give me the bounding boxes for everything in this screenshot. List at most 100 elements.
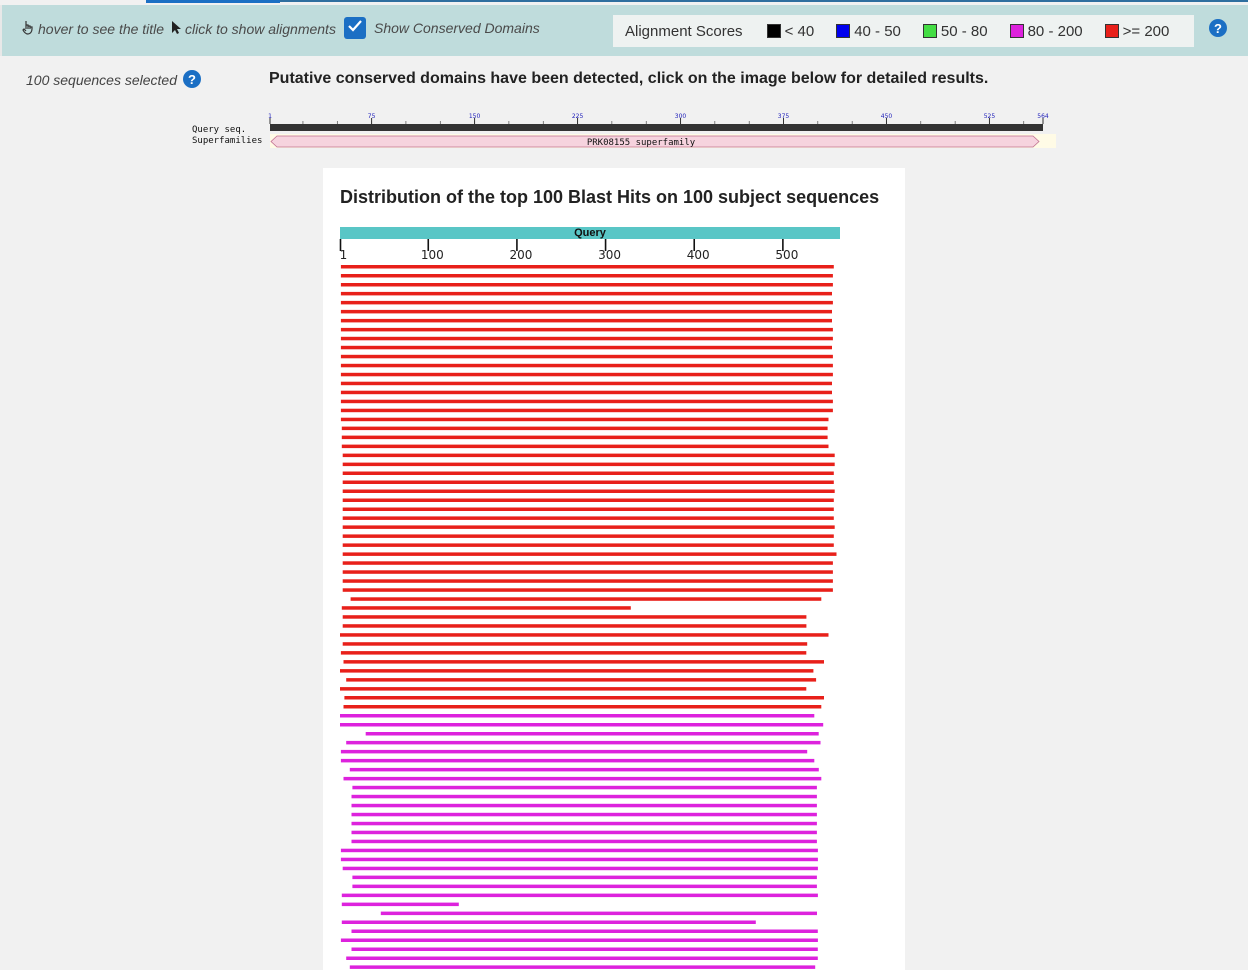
hit-bar[interactable]	[340, 758, 815, 763]
show-cdd-label[interactable]: Show Conserved Domains	[374, 20, 540, 36]
hit-bar[interactable]	[351, 821, 817, 826]
selected-count: 100 sequences selected	[26, 72, 177, 88]
hit-bar[interactable]	[352, 785, 817, 790]
hit-bar[interactable]	[340, 848, 818, 853]
hit-bar[interactable]	[342, 642, 808, 646]
hit-bar[interactable]	[340, 651, 807, 655]
hit-bar[interactable]	[365, 732, 819, 736]
hit-bar[interactable]	[342, 534, 834, 538]
hit-bar[interactable]	[342, 543, 834, 547]
cdd-ruler: 1 75 150 225 300 375 450 525 564	[268, 113, 1049, 124]
hit-bar[interactable]	[340, 687, 807, 691]
hit-bar[interactable]	[340, 372, 833, 377]
hit-bar[interactable]	[340, 399, 833, 404]
hit-bar[interactable]	[349, 767, 819, 772]
hit-bar[interactable]	[342, 624, 807, 628]
hit-bar[interactable]	[342, 866, 818, 871]
blast-hits-graphic-panel: Distribution of the top 100 Blast Hits o…	[323, 168, 905, 970]
hit-bar[interactable]	[340, 938, 818, 943]
axis-tick-label: 100	[421, 248, 444, 262]
hit-bar[interactable]	[342, 516, 834, 520]
hit-bar[interactable]	[340, 354, 833, 359]
legend-help-icon[interactable]: ?	[1209, 19, 1227, 37]
hit-bar[interactable]	[340, 669, 814, 673]
hit-bar[interactable]	[342, 462, 835, 467]
axis-tick-label: 300	[598, 248, 621, 262]
hit-bar[interactable]	[341, 606, 631, 610]
hit-bar[interactable]	[351, 839, 817, 844]
hit-bar[interactable]	[342, 588, 833, 592]
cdd-query-bar	[270, 124, 1043, 131]
hit-bar[interactable]	[341, 426, 828, 431]
cdd-ruler-tick-label: 525	[984, 113, 996, 120]
selection-help-icon[interactable]: ?	[183, 70, 201, 88]
hit-bar[interactable]	[342, 471, 834, 476]
hit-bar[interactable]	[351, 794, 817, 799]
hit-bar[interactable]	[340, 381, 832, 386]
hit-bar[interactable]	[342, 615, 807, 619]
hit-bar[interactable]	[340, 291, 832, 296]
hit-bar[interactable]	[340, 327, 833, 332]
show-cdd-checkbox[interactable]	[344, 17, 366, 39]
hit-bar[interactable]	[342, 561, 833, 565]
hit-bar[interactable]	[342, 498, 834, 503]
cdd-message: Putative conserved domains have been det…	[269, 70, 989, 87]
hit-bar[interactable]	[342, 507, 834, 512]
cdd-superfamilies-label: Superfamilies	[192, 136, 262, 146]
hit-bar[interactable]	[351, 812, 817, 817]
hit-bar[interactable]	[340, 345, 832, 350]
hit-bar[interactable]	[352, 884, 817, 889]
hit-bar[interactable]	[351, 929, 818, 934]
hit-bar[interactable]	[340, 363, 833, 368]
hit-bar[interactable]	[346, 678, 817, 682]
cdd-domain-graphic[interactable]: Query seq. Superfamilies 1 75 150 225 300 375…	[190, 112, 1060, 152]
hit-bar[interactable]	[380, 911, 817, 916]
hit-bar[interactable]	[352, 875, 817, 880]
hit-bar[interactable]	[342, 525, 835, 529]
hit-bar[interactable]	[342, 489, 835, 494]
hit-bar[interactable]	[342, 480, 834, 485]
hit-bar[interactable]	[340, 714, 815, 718]
legend-swatch	[1104, 24, 1119, 38]
check-icon	[348, 19, 362, 37]
hit-bar[interactable]	[341, 902, 459, 907]
graphic-title: Distribution of the top 100 Blast Hits o…	[340, 187, 880, 207]
hit-bar[interactable]	[340, 336, 833, 341]
click-hint: click to show alignments	[171, 20, 336, 38]
cdd-domain-prk08155[interactable]	[270, 135, 1040, 148]
hit-bar[interactable]	[340, 274, 833, 278]
hit-bar[interactable]	[350, 597, 822, 601]
hit-bar[interactable]	[351, 803, 817, 808]
hit-bar[interactable]	[340, 857, 818, 862]
hit-bar[interactable]	[340, 309, 832, 314]
hit-bar[interactable]	[343, 660, 825, 664]
hit-bar[interactable]	[346, 956, 818, 961]
hit-bar[interactable]	[340, 633, 829, 637]
hit-bar[interactable]	[346, 740, 821, 745]
hit-bar[interactable]	[349, 965, 816, 969]
hit-bar[interactable]	[340, 300, 833, 305]
hit-bar[interactable]	[342, 453, 835, 458]
hit-bar[interactable]	[341, 893, 818, 898]
hit-bar[interactable]	[340, 318, 832, 323]
hit-bar[interactable]	[340, 390, 832, 395]
hit-bar[interactable]	[351, 830, 817, 835]
hit-bar[interactable]	[341, 444, 829, 449]
hit-bar[interactable]	[342, 579, 833, 583]
hit-bar[interactable]	[341, 920, 756, 925]
hit-bar[interactable]	[342, 552, 837, 556]
hit-bar[interactable]	[341, 435, 828, 440]
hit-bar[interactable]	[340, 265, 834, 269]
legend-item-80-200: 80 - 200	[1009, 23, 1083, 40]
hit-bar[interactable]	[340, 417, 829, 422]
hit-bar[interactable]	[340, 723, 824, 727]
hit-bar[interactable]	[343, 776, 822, 781]
hit-bar[interactable]	[343, 705, 822, 709]
hit-bar[interactable]	[351, 947, 818, 952]
hit-bar[interactable]	[342, 570, 833, 574]
hit-bar[interactable]	[340, 283, 833, 287]
hit-bar[interactable]	[340, 749, 808, 754]
cdd-domain-label: PRK08155 superfamily	[587, 138, 696, 148]
hit-bar[interactable]	[344, 696, 824, 700]
hit-bar[interactable]	[340, 408, 833, 413]
